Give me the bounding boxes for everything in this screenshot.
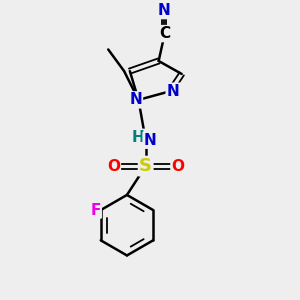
Text: O: O (171, 159, 184, 174)
Text: N: N (158, 3, 171, 18)
Text: O: O (107, 159, 120, 174)
Text: N: N (144, 133, 156, 148)
Text: S: S (139, 157, 152, 175)
Text: N: N (129, 92, 142, 107)
Text: N: N (167, 84, 179, 99)
Text: F: F (90, 202, 101, 217)
Text: H: H (132, 130, 145, 145)
Text: C: C (159, 26, 170, 41)
